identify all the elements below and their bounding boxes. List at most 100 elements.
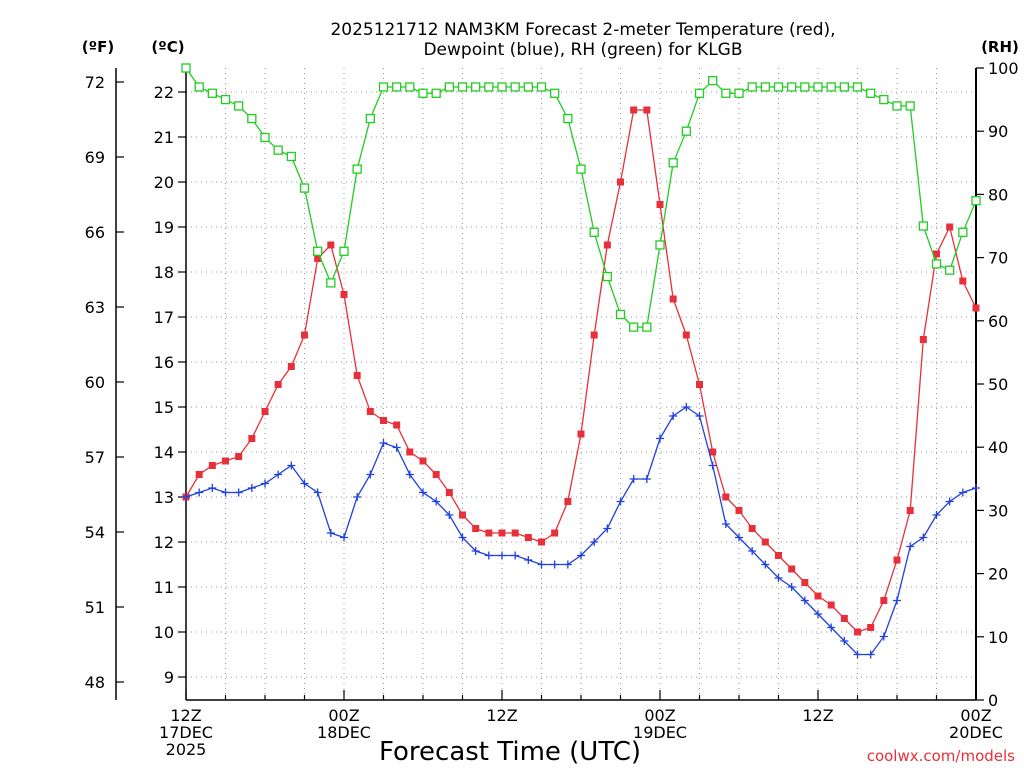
dewpoint-point	[787, 583, 796, 591]
rh-point	[313, 246, 323, 256]
dewpoint-point	[616, 497, 625, 506]
temperature-point	[775, 552, 782, 559]
temperature-point	[682, 331, 690, 339]
temperature-point	[748, 525, 756, 532]
x-tick-label: 20DEC	[949, 723, 1003, 742]
c-tick-label: 10	[154, 623, 174, 642]
axes	[115, 67, 984, 701]
f-tick-label: 54	[85, 523, 105, 542]
dewpoint-point	[866, 650, 875, 659]
rh-point	[958, 227, 968, 237]
dewpoint-point	[774, 574, 783, 582]
f-tick-label: 48	[85, 673, 105, 692]
c-tick-label: 19	[154, 218, 174, 237]
dewpoint-point	[340, 533, 348, 542]
temperature-point	[840, 615, 848, 622]
dewpoint-point	[261, 479, 269, 488]
c-tick-label: 13	[154, 488, 174, 507]
temperature-point	[380, 417, 387, 424]
temperature-point	[643, 106, 651, 114]
rh-point	[352, 164, 362, 174]
rh-point	[418, 88, 428, 98]
temperature-point	[735, 507, 743, 514]
series-dewpoint	[182, 403, 980, 659]
temperature-point	[880, 597, 888, 604]
dewpoint-point	[392, 443, 401, 452]
c-tick-label: 9	[164, 668, 174, 687]
temperature-point	[261, 408, 269, 415]
dewpoint-point	[893, 596, 901, 605]
temperature-point	[393, 421, 401, 429]
dewpoint-point	[629, 475, 638, 483]
dewpoint-point	[326, 529, 335, 537]
dewpoint-point	[234, 488, 243, 497]
rh-point	[708, 75, 718, 86]
rh-point	[839, 82, 849, 92]
temperature-point	[222, 457, 229, 465]
dewpoint-point	[919, 533, 928, 542]
rh-point	[181, 63, 191, 73]
credit-link[interactable]: coolwx.com/models	[867, 747, 1015, 765]
dewpoint-point	[682, 403, 691, 411]
rh-point	[392, 82, 402, 92]
x-tick-label: 2025	[166, 740, 207, 759]
dewpoint-point	[800, 596, 809, 605]
dewpoint-point	[287, 461, 296, 470]
temperature-point	[669, 295, 677, 303]
temperature-point	[498, 529, 506, 537]
dewpoint-point	[590, 538, 599, 546]
dewpoint-point	[221, 488, 230, 497]
rh-point	[326, 278, 336, 288]
rh-point	[734, 88, 744, 98]
temperature-point	[432, 471, 440, 478]
rh-point	[787, 82, 797, 92]
temperature-point	[827, 601, 835, 609]
dewpoint-point	[550, 560, 559, 569]
temperature-point	[353, 372, 361, 379]
temperature-point	[314, 255, 322, 262]
temperature-point	[603, 241, 611, 249]
f-tick-label: 66	[85, 223, 105, 242]
rh-tick-label: 50	[988, 375, 1008, 394]
f-tick-label: 69	[85, 148, 105, 167]
dewpoint-point	[353, 493, 362, 501]
rh-point	[563, 113, 573, 124]
temperature-point	[946, 223, 954, 231]
rh-tick-label: 10	[988, 628, 1008, 647]
rh-point	[655, 240, 665, 250]
f-tick-label: 51	[85, 598, 105, 617]
rh-point	[207, 88, 217, 98]
rh-point	[892, 101, 902, 111]
dewpoint-point	[735, 533, 743, 542]
f-tick-label: 63	[85, 298, 105, 317]
dewpoint-point	[932, 511, 941, 519]
dewpoint-point	[471, 547, 480, 555]
rh-point	[339, 246, 349, 256]
rh-point	[918, 221, 928, 231]
series-temperature	[182, 106, 980, 636]
rh-tick-label: 60	[988, 312, 1008, 331]
temperature-point	[867, 624, 875, 631]
rh-point	[234, 101, 244, 111]
dewpoint-point	[498, 551, 506, 560]
temperature-point	[919, 336, 927, 343]
x-axis-label: Forecast Time (UTC)	[379, 737, 641, 767]
rh-tick-label: 20	[988, 565, 1008, 584]
temperature-point	[590, 331, 598, 339]
rh-point	[813, 82, 823, 92]
temperature-point	[564, 498, 572, 505]
c-tick-label: 17	[154, 308, 174, 327]
temperature-point	[406, 448, 414, 456]
temperature-point	[235, 453, 243, 460]
dewpoint-point	[247, 484, 256, 492]
c-tick-label: 11	[154, 578, 174, 597]
x-tick-label: 00Z	[328, 706, 359, 725]
rh-point	[760, 82, 770, 92]
temperature-point	[630, 106, 638, 114]
rh-tick-label: 90	[988, 122, 1008, 141]
x-tick-label: 12Z	[486, 706, 517, 725]
dewpoint-point	[366, 470, 375, 479]
temperature-point	[722, 493, 730, 501]
series-rh	[181, 63, 981, 332]
temperature-point	[696, 381, 703, 388]
